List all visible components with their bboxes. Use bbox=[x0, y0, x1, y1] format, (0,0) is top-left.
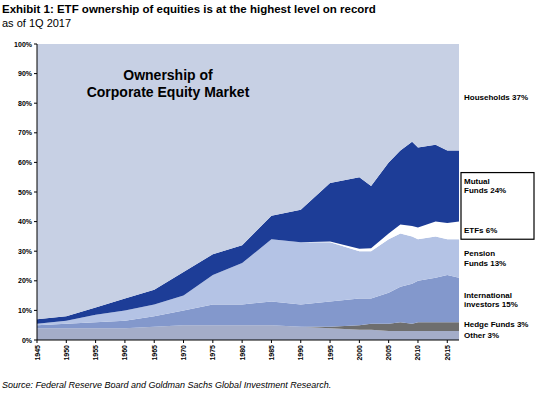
x-tick bbox=[330, 340, 331, 343]
y-tick-label: 100% bbox=[14, 41, 33, 48]
x-tick-label: 2015 bbox=[444, 345, 451, 361]
chart: Exhibit 1: ETF ownership of equities is … bbox=[0, 0, 536, 395]
x-tick-label: 1985 bbox=[268, 345, 275, 361]
x-tick-label: 1955 bbox=[92, 345, 99, 361]
label-line: Mutual bbox=[464, 177, 490, 186]
y-tick bbox=[34, 44, 37, 45]
x-tick bbox=[212, 340, 213, 343]
x-tick-label: 1975 bbox=[209, 345, 216, 361]
label-line: Other 3% bbox=[464, 331, 499, 340]
series-label: Households 37% bbox=[464, 93, 528, 102]
y-tick-label: 50% bbox=[18, 189, 33, 196]
x-tick-label: 2000 bbox=[356, 345, 363, 361]
label-line: International bbox=[464, 291, 512, 300]
area bbox=[37, 44, 459, 319]
x-axis bbox=[37, 340, 459, 341]
label-line: Funds 24% bbox=[464, 186, 506, 195]
x-tick bbox=[417, 340, 418, 343]
x-tick bbox=[300, 340, 301, 343]
series-label: Hedge Funds 3% bbox=[464, 320, 528, 329]
x-tick bbox=[242, 340, 243, 343]
x-tick bbox=[66, 340, 67, 343]
label-line: Households 37% bbox=[464, 93, 528, 102]
y-tick-label: 70% bbox=[18, 129, 33, 136]
x-tick bbox=[271, 340, 272, 343]
label-line: ETFs 6% bbox=[464, 226, 497, 235]
label-line: Hedge Funds 3% bbox=[464, 320, 528, 329]
series-label: Internationalinvestors 15% bbox=[464, 291, 518, 310]
series-label: PensionFunds 13% bbox=[464, 249, 506, 268]
x-tick-label: 1965 bbox=[151, 345, 158, 361]
label-line: Funds 13% bbox=[464, 259, 506, 268]
label-box bbox=[461, 173, 534, 240]
x-tick bbox=[37, 340, 38, 343]
y-tick-label: 60% bbox=[18, 159, 33, 166]
x-tick-label: 1945 bbox=[34, 345, 41, 361]
annotation: Ownership of bbox=[123, 67, 213, 83]
x-tick bbox=[388, 340, 389, 343]
y-tick bbox=[34, 103, 37, 104]
label-line: Pension bbox=[464, 249, 495, 258]
x-tick-label: 1980 bbox=[239, 345, 246, 361]
x-tick-label: 2005 bbox=[385, 345, 392, 361]
x-tick-label: 1970 bbox=[180, 345, 187, 361]
x-tick-label: 1950 bbox=[63, 345, 70, 361]
subtitle: as of 1Q 2017 bbox=[2, 17, 71, 29]
y-tick bbox=[34, 280, 37, 281]
annotation: Corporate Equity Market bbox=[87, 84, 250, 100]
y-tick bbox=[34, 73, 37, 74]
series-label: MutualFunds 24% bbox=[464, 177, 506, 196]
y-tick bbox=[34, 132, 37, 133]
y-tick-label: 30% bbox=[18, 248, 33, 255]
x-tick-label: 1995 bbox=[327, 345, 334, 361]
title: Exhibit 1: ETF ownership of equities is … bbox=[2, 3, 376, 15]
series-label: ETFs 6% bbox=[464, 226, 497, 235]
y-tick bbox=[34, 310, 37, 311]
y-tick bbox=[34, 162, 37, 163]
label-line: investors 15% bbox=[464, 300, 518, 309]
series-label: Other 3% bbox=[464, 331, 499, 340]
x-tick bbox=[154, 340, 155, 343]
source: Source: Federal Reserve Board and Goldma… bbox=[2, 380, 331, 390]
y-tick-label: 90% bbox=[18, 70, 33, 77]
y-tick-label: 20% bbox=[18, 277, 33, 284]
x-tick-label: 1990 bbox=[297, 345, 304, 361]
y-tick bbox=[34, 192, 37, 193]
x-tick bbox=[95, 340, 96, 343]
y-tick-label: 40% bbox=[18, 218, 33, 225]
x-tick-label: 1960 bbox=[121, 345, 128, 361]
y-tick bbox=[34, 221, 37, 222]
y-tick-label: 0% bbox=[22, 337, 33, 344]
areas bbox=[37, 44, 459, 340]
y-tick-label: 10% bbox=[18, 307, 33, 314]
x-tick bbox=[183, 340, 184, 343]
x-tick bbox=[359, 340, 360, 343]
x-tick-label: 2010 bbox=[414, 345, 421, 361]
x-tick bbox=[447, 340, 448, 343]
y-tick bbox=[34, 251, 37, 252]
x-tick bbox=[124, 340, 125, 343]
y-tick-label: 80% bbox=[18, 100, 33, 107]
